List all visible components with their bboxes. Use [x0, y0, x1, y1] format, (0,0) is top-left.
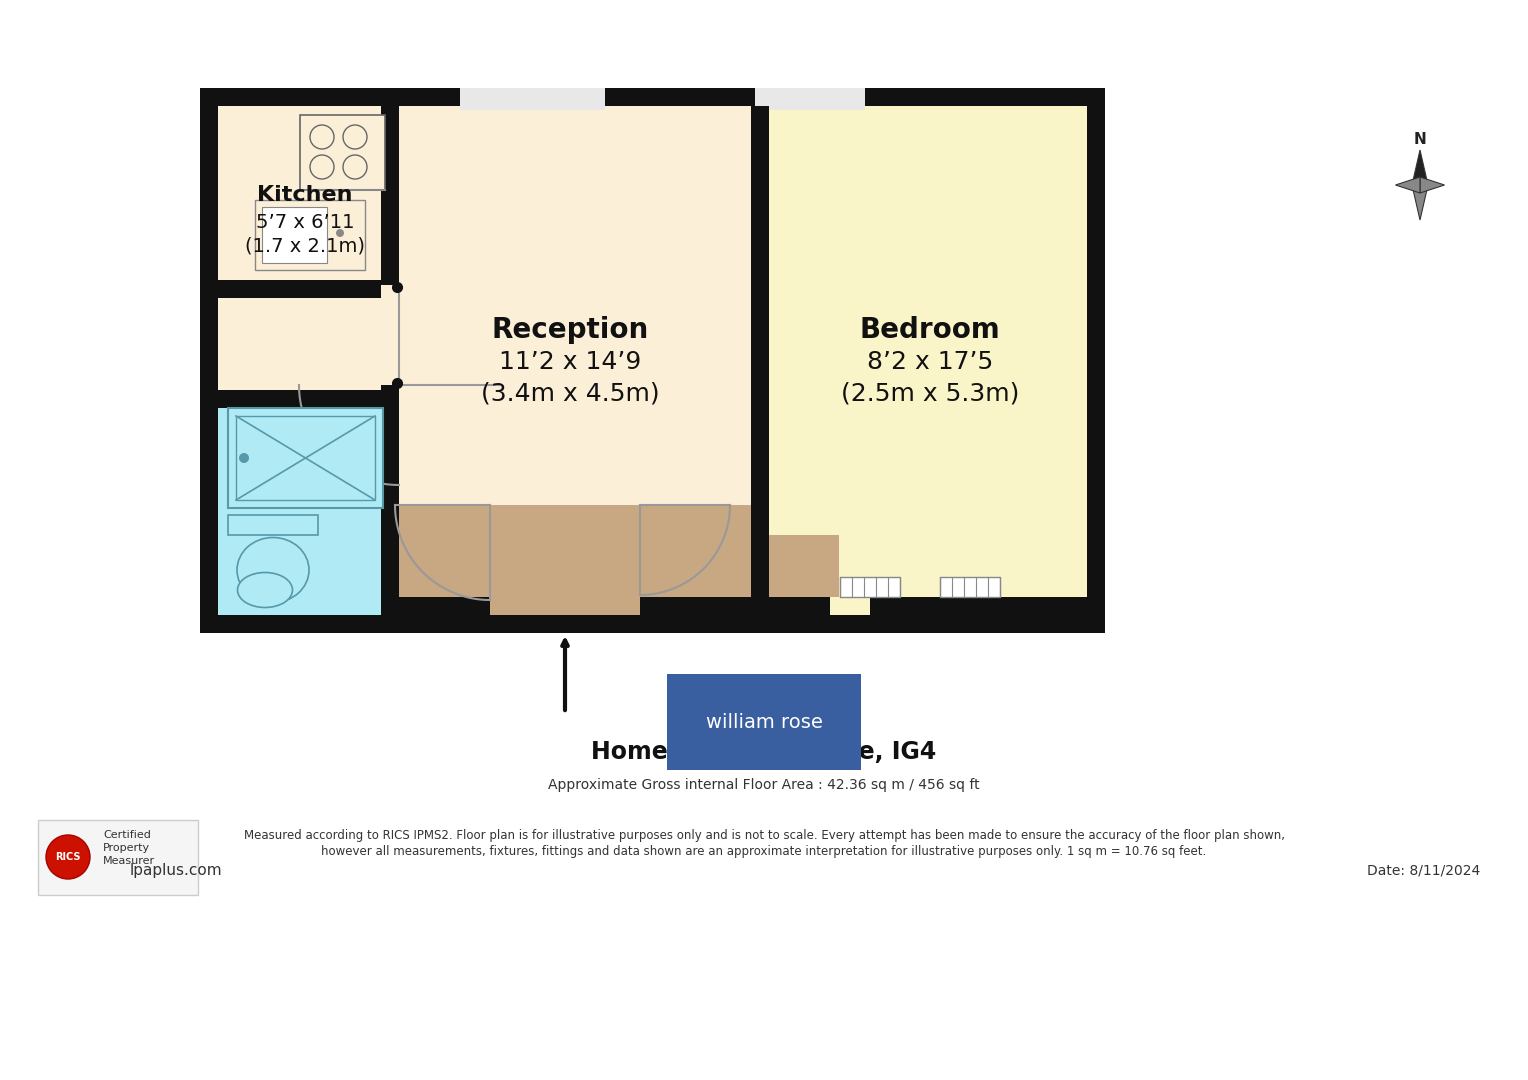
- Circle shape: [238, 453, 249, 463]
- Bar: [399, 505, 750, 615]
- Bar: [219, 390, 390, 408]
- Bar: [228, 515, 318, 535]
- Text: Certified
Property
Measurer: Certified Property Measurer: [102, 829, 156, 866]
- Bar: [640, 597, 750, 615]
- Bar: [261, 207, 327, 264]
- Ellipse shape: [237, 538, 309, 603]
- Text: (2.5m x 5.3m): (2.5m x 5.3m): [840, 381, 1019, 405]
- Text: Second Floor: Second Floor: [677, 678, 851, 702]
- Polygon shape: [1395, 177, 1420, 193]
- Bar: [750, 106, 769, 615]
- Bar: [869, 597, 1086, 615]
- Bar: [255, 200, 365, 270]
- Bar: [769, 106, 1086, 615]
- Polygon shape: [1412, 150, 1429, 185]
- Text: Date: 8/11/2024: Date: 8/11/2024: [1366, 863, 1481, 877]
- Bar: [399, 106, 750, 615]
- Text: Measured according to RICS IPMS2. Floor plan is for illustrative purposes only a: Measured according to RICS IPMS2. Floor …: [243, 828, 1285, 841]
- Text: RICS: RICS: [55, 852, 81, 862]
- Bar: [380, 285, 403, 384]
- Text: N: N: [1413, 133, 1426, 148]
- Bar: [460, 87, 605, 110]
- Bar: [219, 106, 380, 280]
- Bar: [200, 87, 1105, 633]
- Bar: [38, 820, 199, 895]
- Bar: [235, 416, 374, 500]
- Polygon shape: [1412, 185, 1429, 220]
- Bar: [228, 408, 384, 508]
- Text: Bedroom: Bedroom: [860, 316, 1001, 345]
- Bar: [769, 535, 839, 615]
- Bar: [490, 597, 640, 615]
- Text: 8’2 x 17’5: 8’2 x 17’5: [866, 350, 993, 374]
- Bar: [299, 114, 385, 190]
- Bar: [219, 408, 380, 615]
- Bar: [940, 577, 999, 597]
- Bar: [755, 87, 865, 110]
- Bar: [840, 577, 900, 597]
- Bar: [399, 597, 490, 615]
- Text: Reception: Reception: [492, 316, 648, 345]
- Bar: [380, 106, 399, 615]
- Bar: [219, 280, 390, 298]
- Text: (3.4m x 4.5m): (3.4m x 4.5m): [481, 381, 659, 405]
- Bar: [830, 597, 869, 615]
- Circle shape: [46, 835, 90, 879]
- Text: however all measurements, fixtures, fittings and data shown are an approximate i: however all measurements, fixtures, fitt…: [321, 846, 1207, 859]
- Circle shape: [336, 229, 344, 237]
- Text: lpaplus.com: lpaplus.com: [130, 863, 223, 877]
- Text: 11’2 x 14’9: 11’2 x 14’9: [498, 350, 642, 374]
- Text: (1.7 x 2.1m): (1.7 x 2.1m): [244, 237, 365, 256]
- Text: Approximate Gross internal Floor Area : 42.36 sq m / 456 sq ft: Approximate Gross internal Floor Area : …: [549, 778, 979, 792]
- Polygon shape: [1420, 177, 1444, 193]
- Text: Home Heather House, IG4: Home Heather House, IG4: [591, 740, 937, 764]
- Bar: [769, 597, 830, 615]
- Text: william rose: william rose: [706, 713, 822, 731]
- Bar: [219, 298, 380, 390]
- Text: Kitchen: Kitchen: [257, 185, 353, 205]
- Ellipse shape: [237, 572, 292, 607]
- Text: 5’7 x 6’11: 5’7 x 6’11: [255, 213, 354, 231]
